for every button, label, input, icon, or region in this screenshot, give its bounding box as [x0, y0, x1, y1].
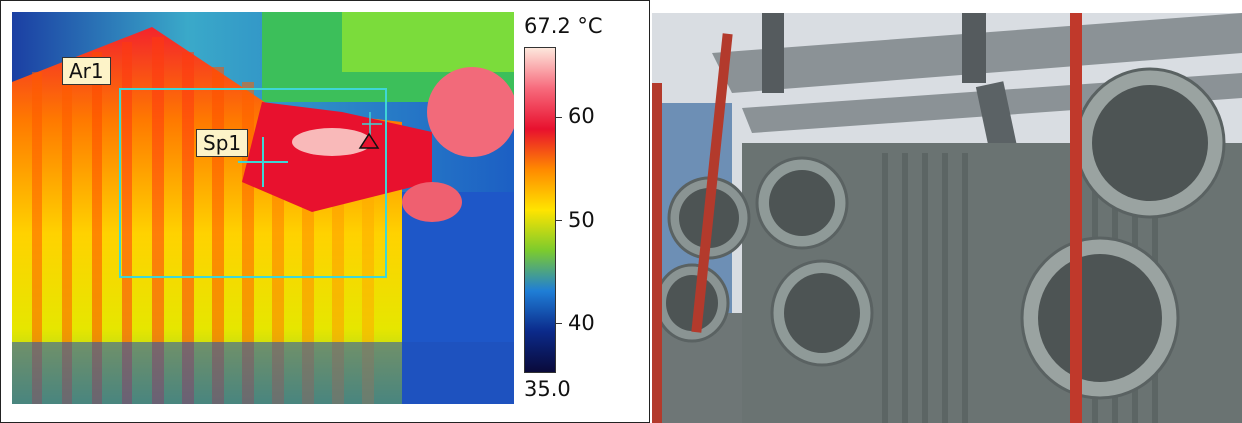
- spot-label: Sp1: [196, 129, 249, 157]
- tick-mark: [556, 220, 562, 221]
- area-label: Ar1: [62, 57, 111, 85]
- scale-max-label: 67.2 °C: [524, 14, 603, 38]
- thermal-panel: Ar1 Sp1 67.2 °C 35.0 60 50 40: [0, 0, 650, 423]
- transformer-photo: [652, 13, 1242, 423]
- roi-rectangle: [119, 88, 387, 278]
- thermal-image: [12, 12, 514, 404]
- hotspot-marker-icon: [358, 132, 380, 149]
- tick-mark: [556, 323, 562, 324]
- color-scale-bar: [524, 47, 556, 373]
- tick-label-50: 50: [568, 208, 595, 232]
- tick-label-40: 40: [568, 311, 595, 335]
- tick-label-60: 60: [568, 104, 595, 128]
- tick-mark: [556, 117, 562, 118]
- scale-min-label: 35.0: [524, 377, 571, 401]
